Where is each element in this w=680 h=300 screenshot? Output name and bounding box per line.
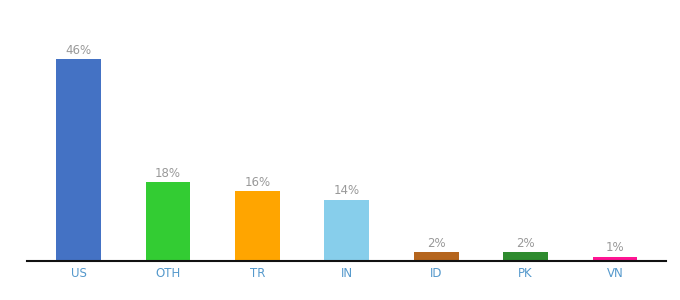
Bar [235, 191, 279, 261]
Bar [324, 200, 369, 261]
Bar [146, 182, 190, 261]
Bar [593, 256, 637, 261]
Text: 16%: 16% [244, 176, 271, 189]
Text: 2%: 2% [427, 237, 445, 250]
Text: 18%: 18% [155, 167, 181, 180]
Bar [503, 252, 548, 261]
Text: 2%: 2% [516, 237, 535, 250]
Bar [414, 252, 458, 261]
Text: 1%: 1% [606, 242, 624, 254]
Bar [56, 59, 101, 261]
Text: 46%: 46% [65, 44, 92, 57]
Text: 14%: 14% [334, 184, 360, 197]
